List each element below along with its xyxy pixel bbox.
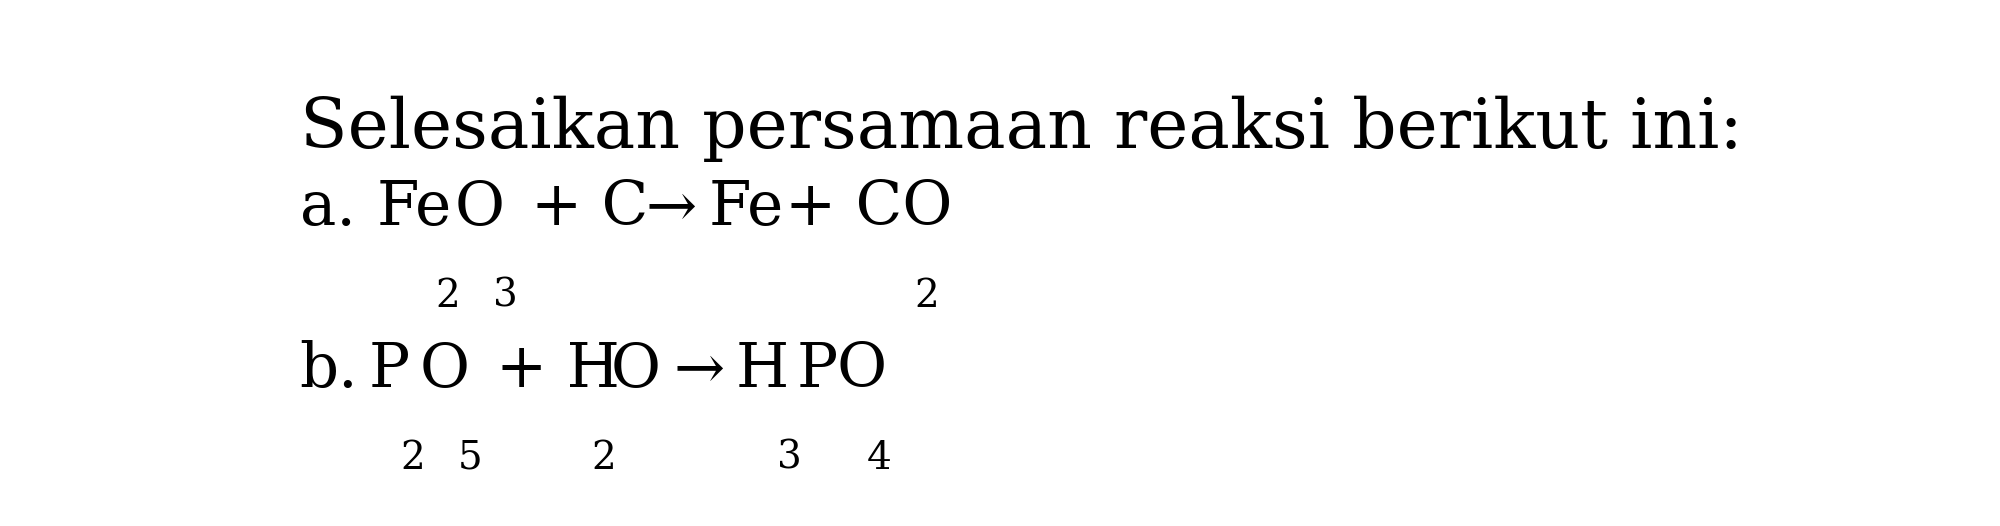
Text: 2: 2 [592, 440, 616, 477]
Text: 5: 5 [458, 440, 482, 477]
Text: 2: 2 [914, 278, 940, 315]
Text: O: O [420, 340, 470, 400]
Text: P: P [368, 340, 410, 400]
Text: O: O [612, 340, 662, 400]
Text: Selesaikan persamaan reaksi berikut ini:: Selesaikan persamaan reaksi berikut ini: [300, 96, 1742, 162]
Text: H: H [736, 340, 790, 400]
Text: 2: 2 [400, 440, 424, 477]
Text: 2: 2 [400, 440, 424, 477]
Text: PO: PO [796, 340, 888, 400]
Text: 3: 3 [494, 278, 518, 315]
Text: + H: + H [496, 340, 620, 400]
Text: 3: 3 [778, 440, 802, 477]
Text: →: → [674, 340, 724, 400]
Text: 3: 3 [494, 278, 518, 315]
Text: Fe: Fe [378, 178, 452, 238]
Text: 3: 3 [778, 440, 802, 477]
Text: 2: 2 [436, 278, 460, 315]
Text: 4: 4 [868, 440, 892, 477]
Text: 5: 5 [458, 440, 482, 477]
Text: Fe: Fe [708, 178, 784, 238]
Text: 2: 2 [436, 278, 460, 315]
Text: 2: 2 [592, 440, 616, 477]
Text: b.: b. [300, 340, 358, 400]
Text: + C: + C [532, 178, 648, 238]
Text: →: → [646, 178, 696, 238]
Text: a.: a. [300, 178, 356, 238]
Text: + CO: + CO [786, 178, 952, 238]
Text: O: O [454, 178, 504, 238]
